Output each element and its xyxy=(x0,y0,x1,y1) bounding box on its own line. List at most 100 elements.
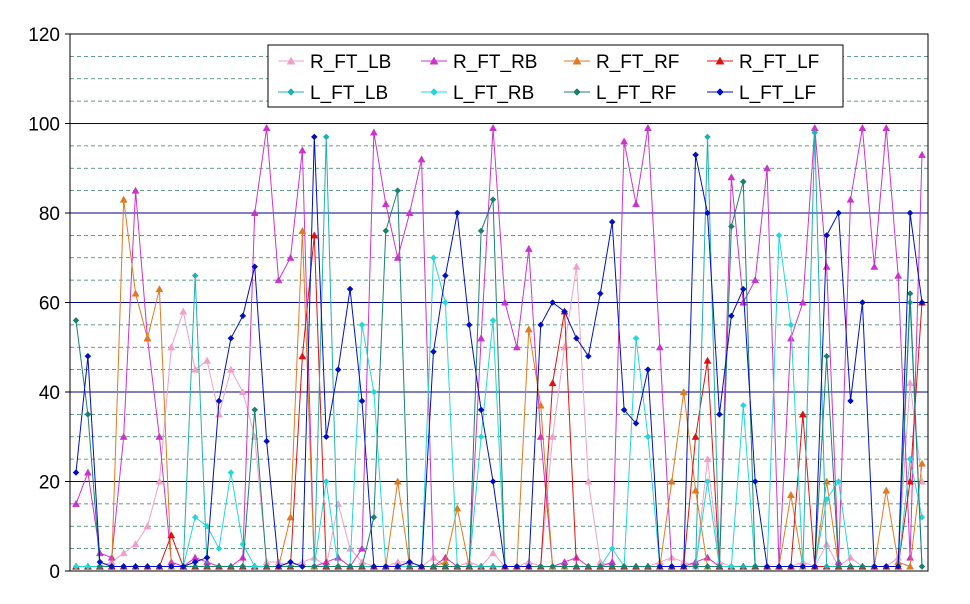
data-point xyxy=(608,545,616,552)
data-point xyxy=(561,563,568,570)
data-point xyxy=(405,208,414,217)
data-point xyxy=(524,244,533,252)
data-point xyxy=(585,563,592,570)
data-point xyxy=(298,146,307,154)
data-point xyxy=(406,558,413,566)
data-point xyxy=(453,504,462,512)
data-point xyxy=(96,563,104,570)
data-point xyxy=(644,433,652,441)
series-layer xyxy=(72,123,926,570)
data-point xyxy=(704,563,711,570)
data-point xyxy=(465,563,473,570)
data-point xyxy=(263,437,271,445)
data-point xyxy=(870,563,878,570)
legend-label: L_FT_RF xyxy=(596,83,676,104)
data-point xyxy=(119,432,128,440)
data-point xyxy=(346,544,354,552)
data-point xyxy=(251,406,259,414)
data-point xyxy=(525,563,533,570)
data-point xyxy=(489,317,497,324)
data-point xyxy=(298,226,307,234)
data-point xyxy=(536,401,545,409)
data-point xyxy=(727,563,735,570)
data-point xyxy=(238,553,247,561)
data-point xyxy=(822,262,831,270)
data-point xyxy=(238,387,247,396)
data-point xyxy=(608,218,616,226)
data-point xyxy=(358,321,366,329)
data-point xyxy=(704,209,711,217)
data-point xyxy=(131,540,140,548)
data-point xyxy=(477,334,486,342)
data-point xyxy=(239,563,247,570)
data-point xyxy=(120,563,128,570)
data-point xyxy=(477,406,485,414)
data-point xyxy=(203,356,211,364)
data-point xyxy=(251,263,259,271)
data-point xyxy=(358,563,366,570)
data-point xyxy=(226,365,235,373)
data-point xyxy=(227,469,235,476)
y-tick-label: 0 xyxy=(49,562,60,583)
data-point xyxy=(906,477,915,485)
data-point xyxy=(167,531,176,539)
data-point xyxy=(287,558,294,566)
data-point xyxy=(442,563,449,570)
data-point xyxy=(370,513,378,521)
data-point xyxy=(489,549,497,557)
data-point xyxy=(691,432,700,440)
data-point xyxy=(858,123,867,132)
data-point xyxy=(823,496,831,503)
data-point xyxy=(322,433,330,441)
data-point xyxy=(846,553,855,561)
data-point xyxy=(513,563,521,570)
data-point xyxy=(596,563,604,570)
data-point xyxy=(846,195,855,203)
data-point xyxy=(692,563,699,570)
data-point xyxy=(453,209,461,217)
data-point xyxy=(144,563,151,570)
data-point xyxy=(822,540,831,548)
data-point xyxy=(620,137,629,145)
data-point xyxy=(286,253,295,261)
data-point xyxy=(442,272,449,280)
data-point xyxy=(417,155,426,163)
data-point xyxy=(549,299,556,306)
legend-label: R_FT_LB xyxy=(310,52,391,73)
data-point xyxy=(739,298,748,306)
data-point xyxy=(262,123,271,132)
data-point xyxy=(537,321,545,329)
data-point xyxy=(215,545,223,552)
data-point xyxy=(84,563,92,570)
data-point xyxy=(358,397,366,405)
data-point xyxy=(191,558,199,566)
data-point xyxy=(787,563,795,570)
data-point xyxy=(489,563,497,570)
data-point xyxy=(155,285,164,293)
data-point xyxy=(811,129,819,136)
data-point xyxy=(632,419,640,427)
data-point xyxy=(370,563,378,570)
data-point xyxy=(727,312,735,320)
data-point xyxy=(655,343,664,351)
data-point xyxy=(179,563,187,570)
legend-swatch-marker xyxy=(287,88,295,96)
data-point xyxy=(716,563,723,570)
legend-swatch-marker xyxy=(716,88,724,96)
data-point xyxy=(477,563,485,570)
data-point xyxy=(418,563,425,570)
legend: R_FT_LB R_FT_RB R_FT_RF R_FT_LF L_FT_LB L_FT_… xyxy=(267,44,844,108)
data-point xyxy=(72,469,80,476)
data-point xyxy=(704,478,711,485)
data-point xyxy=(83,468,92,476)
data-point xyxy=(787,490,795,498)
y-tick-label: 80 xyxy=(39,204,60,225)
data-point xyxy=(310,563,318,570)
y-axis: 0 20 40 60 80 100 120 xyxy=(28,25,70,583)
data-point xyxy=(632,563,640,570)
data-point xyxy=(847,397,854,405)
series-l-ft-rf xyxy=(72,178,926,570)
data-point xyxy=(906,562,915,570)
data-point xyxy=(894,563,902,570)
legend-item: R_FT_LF xyxy=(707,52,819,73)
